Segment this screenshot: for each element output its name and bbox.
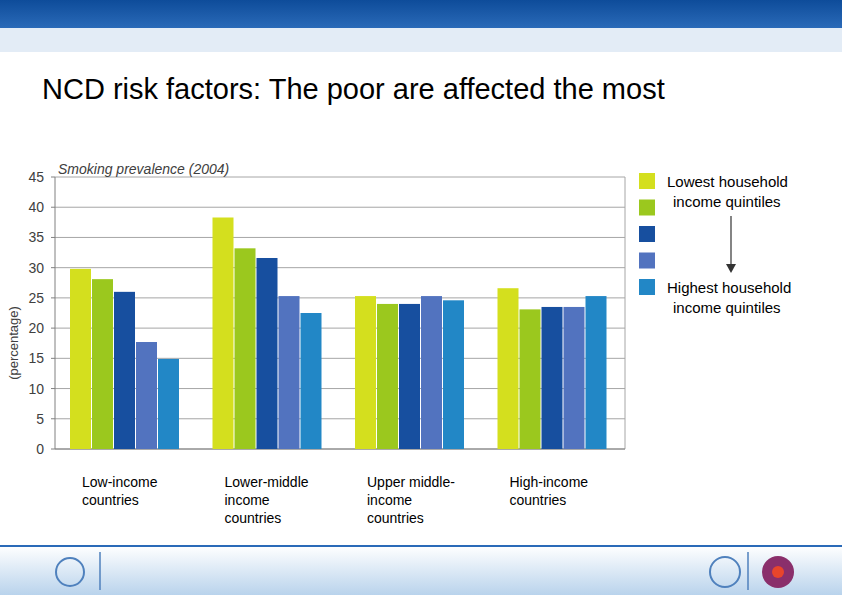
tick-label: 45: [28, 169, 44, 185]
tick-label: 40: [28, 199, 44, 215]
bar: [257, 258, 278, 449]
chart: NCD risk factors: The poor are affected …: [0, 0, 842, 595]
bars: [70, 217, 607, 449]
footer-rule: [0, 545, 842, 547]
logo: [56, 558, 84, 586]
bar: [355, 296, 376, 449]
legend-swatch: [639, 226, 655, 242]
grid-line: [55, 237, 625, 238]
logo: [710, 557, 740, 587]
legend-label: Highest householdincome quintiles: [667, 279, 791, 316]
tick-mark: [51, 358, 55, 359]
tick-label: 10: [28, 381, 44, 397]
tick-label: 35: [28, 229, 44, 245]
bar: [520, 309, 541, 449]
footer-band: [0, 546, 842, 595]
bar: [498, 288, 519, 449]
tick-mark: [51, 328, 55, 329]
tick-mark: [51, 418, 55, 419]
tick-mark: [51, 267, 55, 268]
bar: [213, 217, 234, 449]
bar: [421, 296, 442, 449]
tick-mark: [51, 388, 55, 389]
bar: [158, 359, 179, 449]
grid-line: [55, 267, 625, 268]
bar: [92, 279, 113, 449]
logo: [762, 556, 794, 588]
bar: [301, 313, 322, 449]
bar: [235, 248, 256, 449]
legend-swatch: [639, 279, 655, 295]
grid-line: [55, 297, 625, 298]
bar: [136, 342, 157, 449]
tick-label: 0: [36, 441, 44, 457]
tick-mark: [51, 297, 55, 298]
legend-label: Lowest householdincome quintiles: [667, 173, 788, 210]
category-label: Low-incomecountries: [82, 474, 158, 508]
bar: [399, 304, 420, 449]
bar: [586, 296, 607, 449]
header-stripe: [0, 28, 842, 52]
logo-rule: [747, 552, 749, 590]
bar: [443, 300, 464, 449]
legend-arrow: [730, 216, 731, 266]
subtitle: Smoking prevalence (2004): [58, 161, 229, 177]
bar: [114, 292, 135, 449]
y-axis: [55, 177, 56, 449]
tick-mark: [51, 177, 55, 178]
category-label: High-incomecountries: [510, 474, 589, 508]
grid-line: [55, 207, 625, 208]
tick-mark: [51, 237, 55, 238]
tick-label: 5: [36, 411, 44, 427]
logo: [772, 566, 784, 578]
bar: [564, 307, 585, 449]
bar: [542, 307, 563, 449]
logo-rule: [99, 552, 101, 590]
legend-swatch: [639, 200, 655, 216]
tick-mark: [51, 207, 55, 208]
tick-label: 15: [28, 350, 44, 366]
bar: [377, 304, 398, 449]
category-label: Lower-middleincomecountries: [225, 474, 309, 526]
legend-arrowhead: [726, 264, 736, 273]
legend-swatch: [639, 173, 655, 189]
header-band: [0, 0, 842, 28]
legend-swatch: [639, 253, 655, 269]
tick-label: 25: [28, 290, 44, 306]
tick-label: 20: [28, 320, 44, 336]
category-label: Upper middle-incomecountries: [367, 474, 455, 526]
tick-label: 30: [28, 260, 44, 276]
bar: [70, 269, 91, 449]
plot-frame: [625, 177, 626, 449]
title: NCD risk factors: The poor are affected …: [42, 73, 665, 105]
bar: [279, 296, 300, 449]
axis-label: (percentage): [6, 306, 21, 380]
tick-mark: [51, 449, 55, 450]
